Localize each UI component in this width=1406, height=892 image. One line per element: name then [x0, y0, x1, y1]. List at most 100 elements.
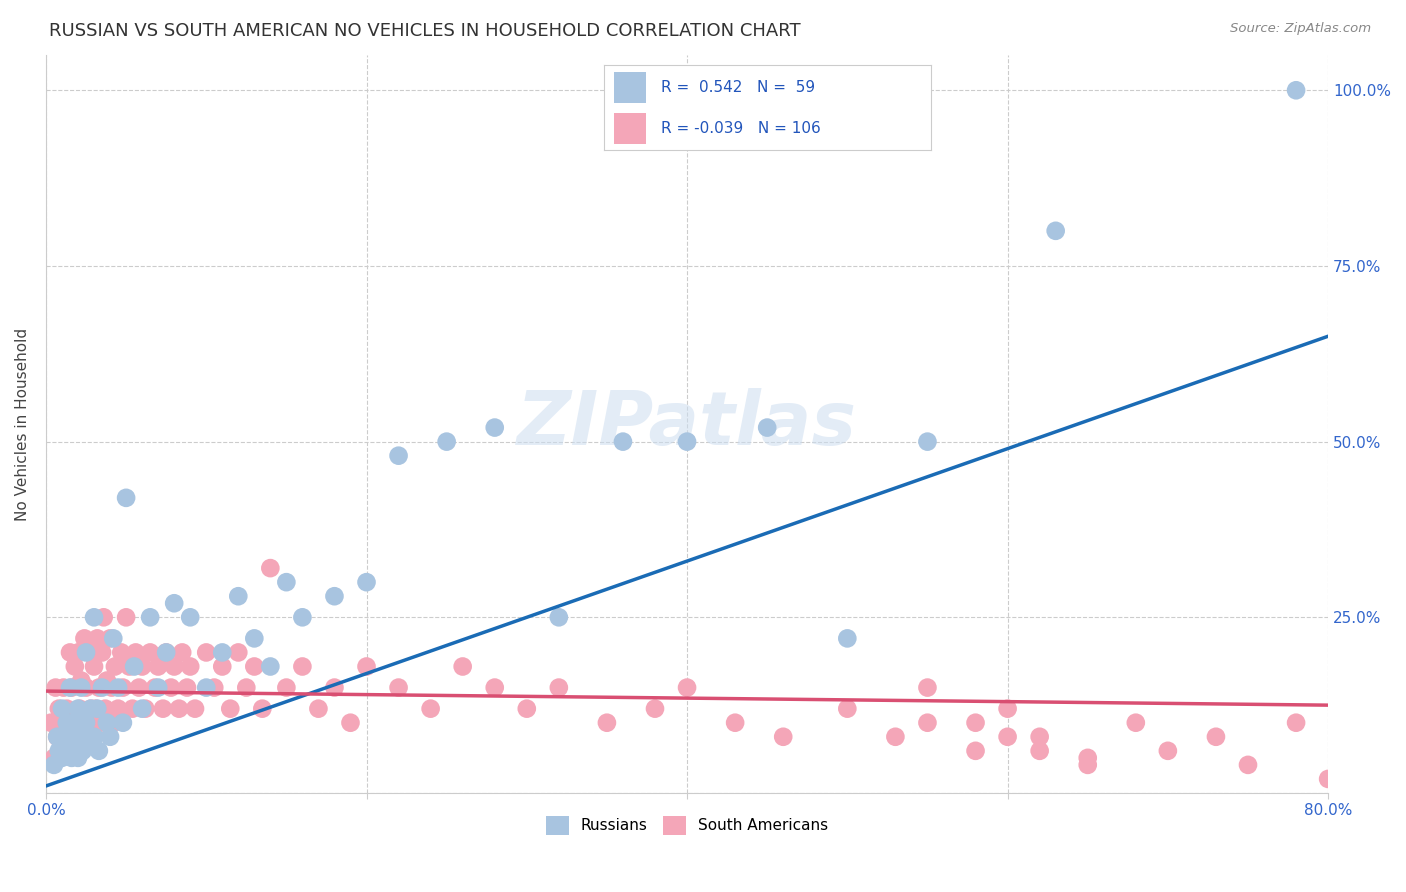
- Point: [115, 610, 138, 624]
- Point: [307, 701, 329, 715]
- Point: [195, 645, 218, 659]
- Point: [1237, 757, 1260, 772]
- Point: [87, 681, 110, 695]
- Point: [155, 645, 177, 659]
- Text: ZIPatlas: ZIPatlas: [517, 387, 858, 460]
- Point: [63, 659, 86, 673]
- Point: [91, 681, 114, 695]
- Point: [69, 701, 91, 715]
- Text: RUSSIAN VS SOUTH AMERICAN NO VEHICLES IN HOUSEHOLD CORRELATION CHART: RUSSIAN VS SOUTH AMERICAN NO VEHICLES IN…: [49, 22, 801, 40]
- Point: [596, 715, 619, 730]
- Point: [291, 659, 314, 673]
- Point: [53, 737, 76, 751]
- Point: [100, 681, 122, 695]
- Point: [83, 610, 105, 624]
- Point: [1077, 757, 1099, 772]
- Point: [997, 730, 1019, 744]
- Point: [547, 610, 569, 624]
- Point: [58, 744, 80, 758]
- Point: [724, 715, 747, 730]
- Point: [45, 681, 67, 695]
- Point: [72, 730, 94, 744]
- Point: [243, 659, 266, 673]
- Point: [226, 589, 249, 603]
- Point: [72, 744, 94, 758]
- Point: [111, 681, 134, 695]
- Point: [63, 744, 86, 758]
- Point: [323, 681, 346, 695]
- Point: [51, 751, 73, 765]
- Point: [131, 659, 153, 673]
- Point: [75, 645, 97, 659]
- Point: [103, 632, 125, 646]
- Point: [121, 701, 143, 715]
- Point: [356, 659, 378, 673]
- Point: [146, 659, 169, 673]
- Text: Source: ZipAtlas.com: Source: ZipAtlas.com: [1230, 22, 1371, 36]
- Point: [75, 715, 97, 730]
- Point: [252, 701, 274, 715]
- Point: [163, 596, 186, 610]
- Point: [152, 701, 174, 715]
- Point: [451, 659, 474, 673]
- Point: [59, 645, 82, 659]
- Point: [211, 645, 233, 659]
- Point: [104, 659, 127, 673]
- Point: [1045, 224, 1067, 238]
- Point: [84, 701, 107, 715]
- Point: [93, 610, 115, 624]
- Point: [80, 701, 103, 715]
- Point: [965, 715, 987, 730]
- Point: [211, 659, 233, 673]
- Point: [91, 645, 114, 659]
- Point: [76, 715, 98, 730]
- Point: [96, 715, 118, 730]
- Point: [83, 659, 105, 673]
- Point: [484, 420, 506, 434]
- Point: [1028, 744, 1050, 758]
- Point: [66, 701, 89, 715]
- Point: [484, 681, 506, 695]
- Point: [51, 701, 73, 715]
- Point: [436, 434, 458, 449]
- Point: [997, 701, 1019, 715]
- Point: [356, 575, 378, 590]
- Point: [39, 715, 62, 730]
- Point: [235, 681, 257, 695]
- Point: [82, 730, 104, 744]
- Point: [243, 632, 266, 646]
- Point: [83, 730, 105, 744]
- Point: [276, 681, 298, 695]
- Point: [51, 715, 73, 730]
- Point: [139, 645, 162, 659]
- Point: [56, 715, 79, 730]
- Point: [291, 610, 314, 624]
- Point: [48, 744, 70, 758]
- Point: [62, 730, 84, 744]
- Point: [107, 701, 129, 715]
- Point: [69, 730, 91, 744]
- Point: [202, 681, 225, 695]
- Point: [98, 632, 121, 646]
- Point: [52, 681, 75, 695]
- Point: [1157, 744, 1180, 758]
- Point: [42, 751, 65, 765]
- Point: [387, 449, 409, 463]
- Point: [837, 701, 859, 715]
- Point: [184, 701, 207, 715]
- Point: [60, 681, 83, 695]
- Point: [110, 645, 132, 659]
- Y-axis label: No Vehicles in Household: No Vehicles in Household: [15, 327, 30, 521]
- Point: [917, 715, 939, 730]
- Point: [86, 632, 108, 646]
- Point: [53, 730, 76, 744]
- Point: [965, 744, 987, 758]
- Point: [66, 751, 89, 765]
- Point: [86, 701, 108, 715]
- Point: [179, 610, 201, 624]
- Point: [80, 701, 103, 715]
- Point: [772, 730, 794, 744]
- Point: [1028, 730, 1050, 744]
- Point: [837, 632, 859, 646]
- Point: [103, 715, 125, 730]
